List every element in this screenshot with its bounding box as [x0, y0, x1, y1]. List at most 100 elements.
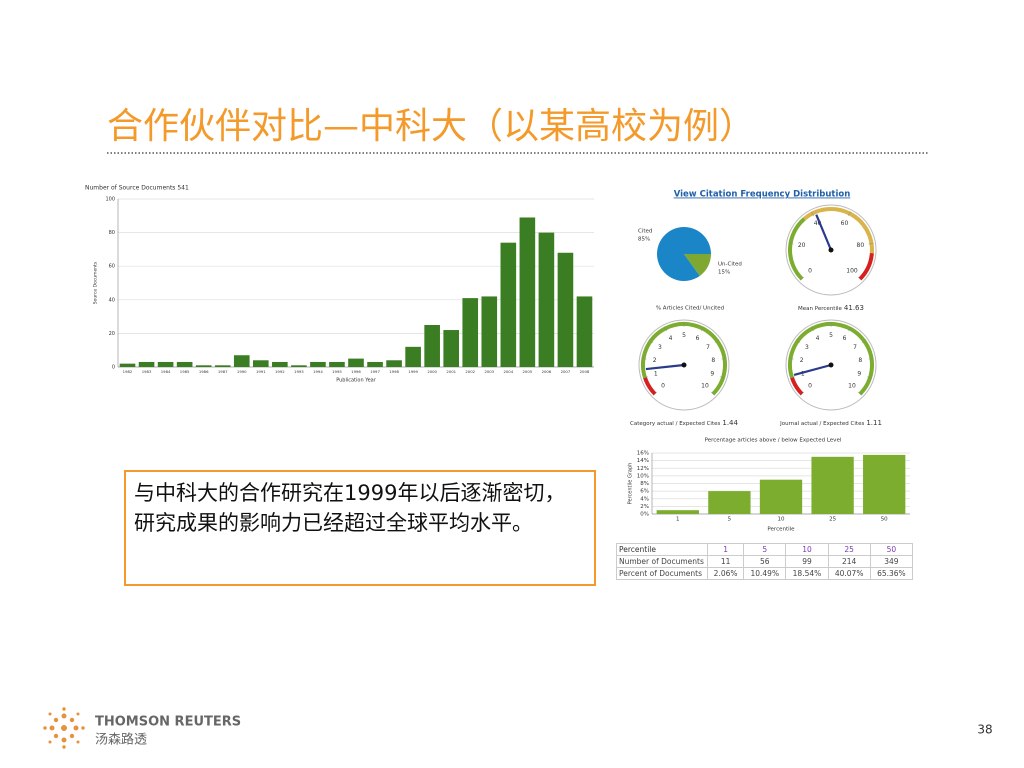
bar — [195, 365, 212, 367]
gauge-tick-label: 5 — [829, 332, 833, 339]
note-box: 与中科大的合作研究在1999年以后逐渐密切，研究成果的影响力已经超过全球平均水平… — [124, 470, 596, 586]
table-cell: 50 — [869, 543, 914, 556]
x-tick-label: 1983 — [142, 369, 152, 374]
gauge-caption: Category actual / Expected Cites 1.44 — [630, 419, 738, 427]
x-tick-label: 1999 — [408, 369, 418, 374]
gauge-tick-label: 2 — [800, 357, 804, 364]
gauge-tick — [643, 376, 648, 379]
x-tick-label: 1982 — [123, 369, 133, 374]
x-axis-label: Publication Year — [336, 378, 377, 384]
link[interactable]: View Citation Frequency Distribution — [674, 190, 851, 200]
table-row: Number of Documents 11 56 99 214 349 — [616, 555, 914, 568]
pie-slice — [657, 226, 711, 281]
y-tick-label: 40 — [109, 297, 115, 303]
gauge-tick-label: 8 — [858, 357, 862, 364]
gauge-tick-label: 80 — [857, 242, 865, 249]
bar — [538, 232, 555, 367]
gauge-title: Journal actual / Expected Cites — [779, 421, 864, 427]
y-tick-label: 4% — [640, 496, 649, 502]
bar — [252, 360, 269, 367]
y-tick-label: 10% — [637, 473, 649, 479]
bar — [138, 361, 155, 367]
x-tick-label: 1984 — [161, 369, 171, 374]
bar — [405, 346, 421, 367]
gauge-hub — [681, 362, 687, 368]
gauge-hub — [828, 247, 834, 253]
gauge-tick-label: 7 — [853, 344, 857, 351]
gauge-tick-label: 9 — [857, 371, 861, 378]
x-tick-label: 1986 — [199, 369, 209, 374]
gauge-tick — [720, 376, 725, 379]
gauge-tick — [800, 391, 805, 396]
table-cell: 214 — [827, 555, 871, 568]
x-tick-label: 1997 — [370, 369, 380, 374]
table-cell: 2.06% — [706, 567, 745, 580]
gauge-tick — [796, 339, 801, 343]
bar — [233, 355, 250, 367]
pie-label: Un-Cited — [718, 262, 742, 268]
gauge-tick-label: 4 — [669, 335, 673, 342]
gauge-tick-label: 100 — [846, 268, 858, 275]
bar — [462, 298, 479, 367]
bar — [310, 361, 326, 367]
gauge-value: 1.11 — [866, 419, 882, 427]
gauge-tick — [788, 243, 794, 245]
chart-title: Percentage articles above / below Expect… — [705, 438, 842, 444]
gauge-tick-label: 3 — [658, 344, 662, 351]
gauge-tick-label: 4 — [816, 335, 820, 342]
table-cell: 10.49% — [743, 567, 787, 580]
x-tick-label: 2001 — [446, 369, 456, 374]
slide-title: 合作伙伴对比—中科大（以某高校为例） — [107, 106, 755, 147]
pie-value-label: 15% — [718, 270, 730, 276]
chart-title: Number of Source Documents 541 — [85, 185, 189, 192]
x-tick-label: 1990 — [237, 369, 247, 374]
x-tick-label: 2003 — [484, 369, 494, 374]
table-cell: 349 — [869, 555, 914, 568]
x-tick-label: 1994 — [313, 369, 323, 374]
table-cell: 65.36% — [869, 567, 914, 580]
gauge-tick-label: 0 — [808, 383, 812, 390]
table-cell: 5 — [743, 543, 787, 556]
pie-label: Cited — [638, 229, 652, 235]
y-tick-label: 14% — [637, 458, 649, 464]
gauge-title: Category actual / Expected Cites — [630, 421, 720, 427]
bar — [329, 361, 345, 367]
gauge-tick — [811, 211, 814, 217]
x-tick-label: 1995 — [332, 369, 342, 374]
gauge-tick-label: 3 — [805, 344, 809, 351]
gauge-needle — [645, 363, 685, 371]
x-tick-label: 1998 — [389, 369, 399, 374]
gauge-tick-label: 8 — [711, 357, 715, 364]
gauge-tick — [664, 326, 667, 332]
gauge-tick-label: 10 — [701, 383, 709, 390]
x-tick-label: 5 — [728, 517, 732, 523]
table-cell: 11 — [706, 555, 745, 568]
table-cell: 1 — [706, 543, 745, 556]
table-cell: Percent of Documents — [616, 567, 708, 580]
gauge-tick-label: 7 — [706, 344, 710, 351]
gauge-tick — [868, 358, 874, 360]
gauge-tick-label: 5 — [682, 332, 686, 339]
gauge-tick — [867, 376, 872, 379]
table-cell: 18.54% — [785, 567, 829, 580]
bar — [443, 330, 460, 367]
bar — [759, 479, 803, 514]
gauge-hub — [828, 362, 834, 368]
gauge-tick-label: 0 — [808, 268, 812, 275]
y-tick-label: 0% — [640, 512, 649, 518]
y-tick-label: 0 — [112, 365, 115, 371]
brand: THOMSON REUTERS — [95, 715, 241, 730]
gauge-tick — [848, 211, 851, 217]
pie-value-label: 85% — [638, 237, 650, 243]
y-tick-label: 20 — [109, 331, 115, 337]
bar — [557, 252, 574, 367]
gauge-band — [858, 252, 874, 281]
gauge-tick-label: 0 — [661, 383, 665, 390]
gauge-tick-label: 2 — [653, 357, 657, 364]
gauge-value: 1.44 — [722, 419, 738, 427]
y-tick-label: 80 — [109, 230, 115, 236]
bar — [157, 361, 174, 367]
x-tick-label: 10 — [778, 517, 785, 523]
